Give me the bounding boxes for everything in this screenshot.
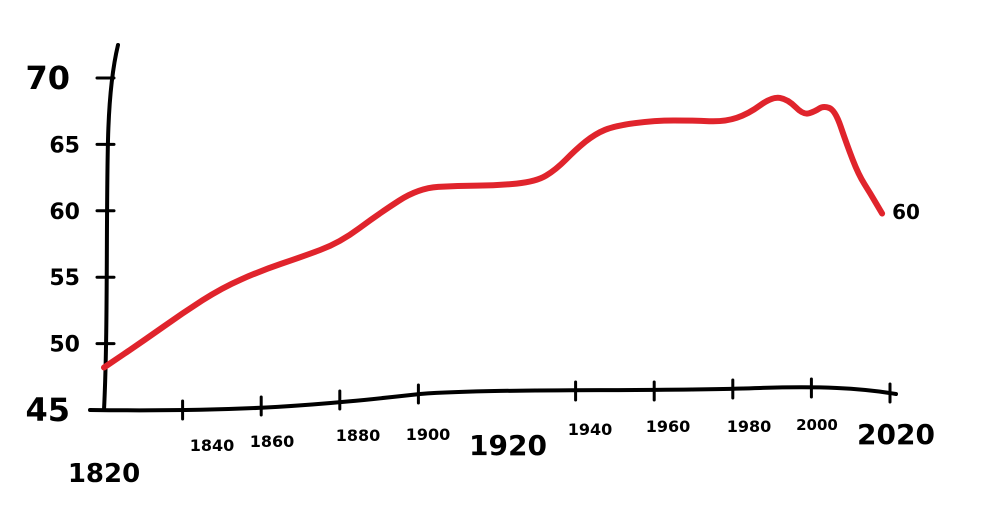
x-tick-label: 1940 (568, 420, 613, 439)
y-tick-label: 60 (49, 200, 80, 225)
x-tick-label: 1960 (646, 417, 691, 436)
y-ticks: 70 65 60 55 50 45 (25, 59, 116, 429)
x-axis-line (88, 385, 898, 413)
y-tick-label: 50 (49, 333, 80, 358)
x-tick-label: 1860 (250, 432, 295, 451)
series-layer (101, 94, 886, 371)
y-tick-label: 65 (49, 133, 80, 158)
x-tick-label: 1840 (190, 436, 235, 455)
end-value-label: 60 (892, 200, 920, 224)
x-tick-label: 1920 (469, 429, 547, 462)
x-tick-label: 1820 (68, 459, 140, 489)
y-tick-label: 45 (25, 391, 70, 429)
x-tick-label: 1880 (336, 426, 381, 445)
y-tick-label: 55 (49, 266, 80, 291)
x-ticks: 1820 1840 1860 1880 1900 1920 1940 1960 1980 2000… (68, 377, 935, 489)
x-tick-label: 1900 (406, 425, 451, 444)
annotations: 60 (892, 200, 920, 224)
y-tick-label: 70 (25, 59, 70, 97)
x-tick-label: 2000 (796, 416, 838, 434)
series-line (101, 94, 886, 371)
x-tick-label: 2020 (857, 418, 935, 451)
y-axis-line (102, 43, 120, 412)
x-tick-label: 1980 (727, 417, 772, 436)
